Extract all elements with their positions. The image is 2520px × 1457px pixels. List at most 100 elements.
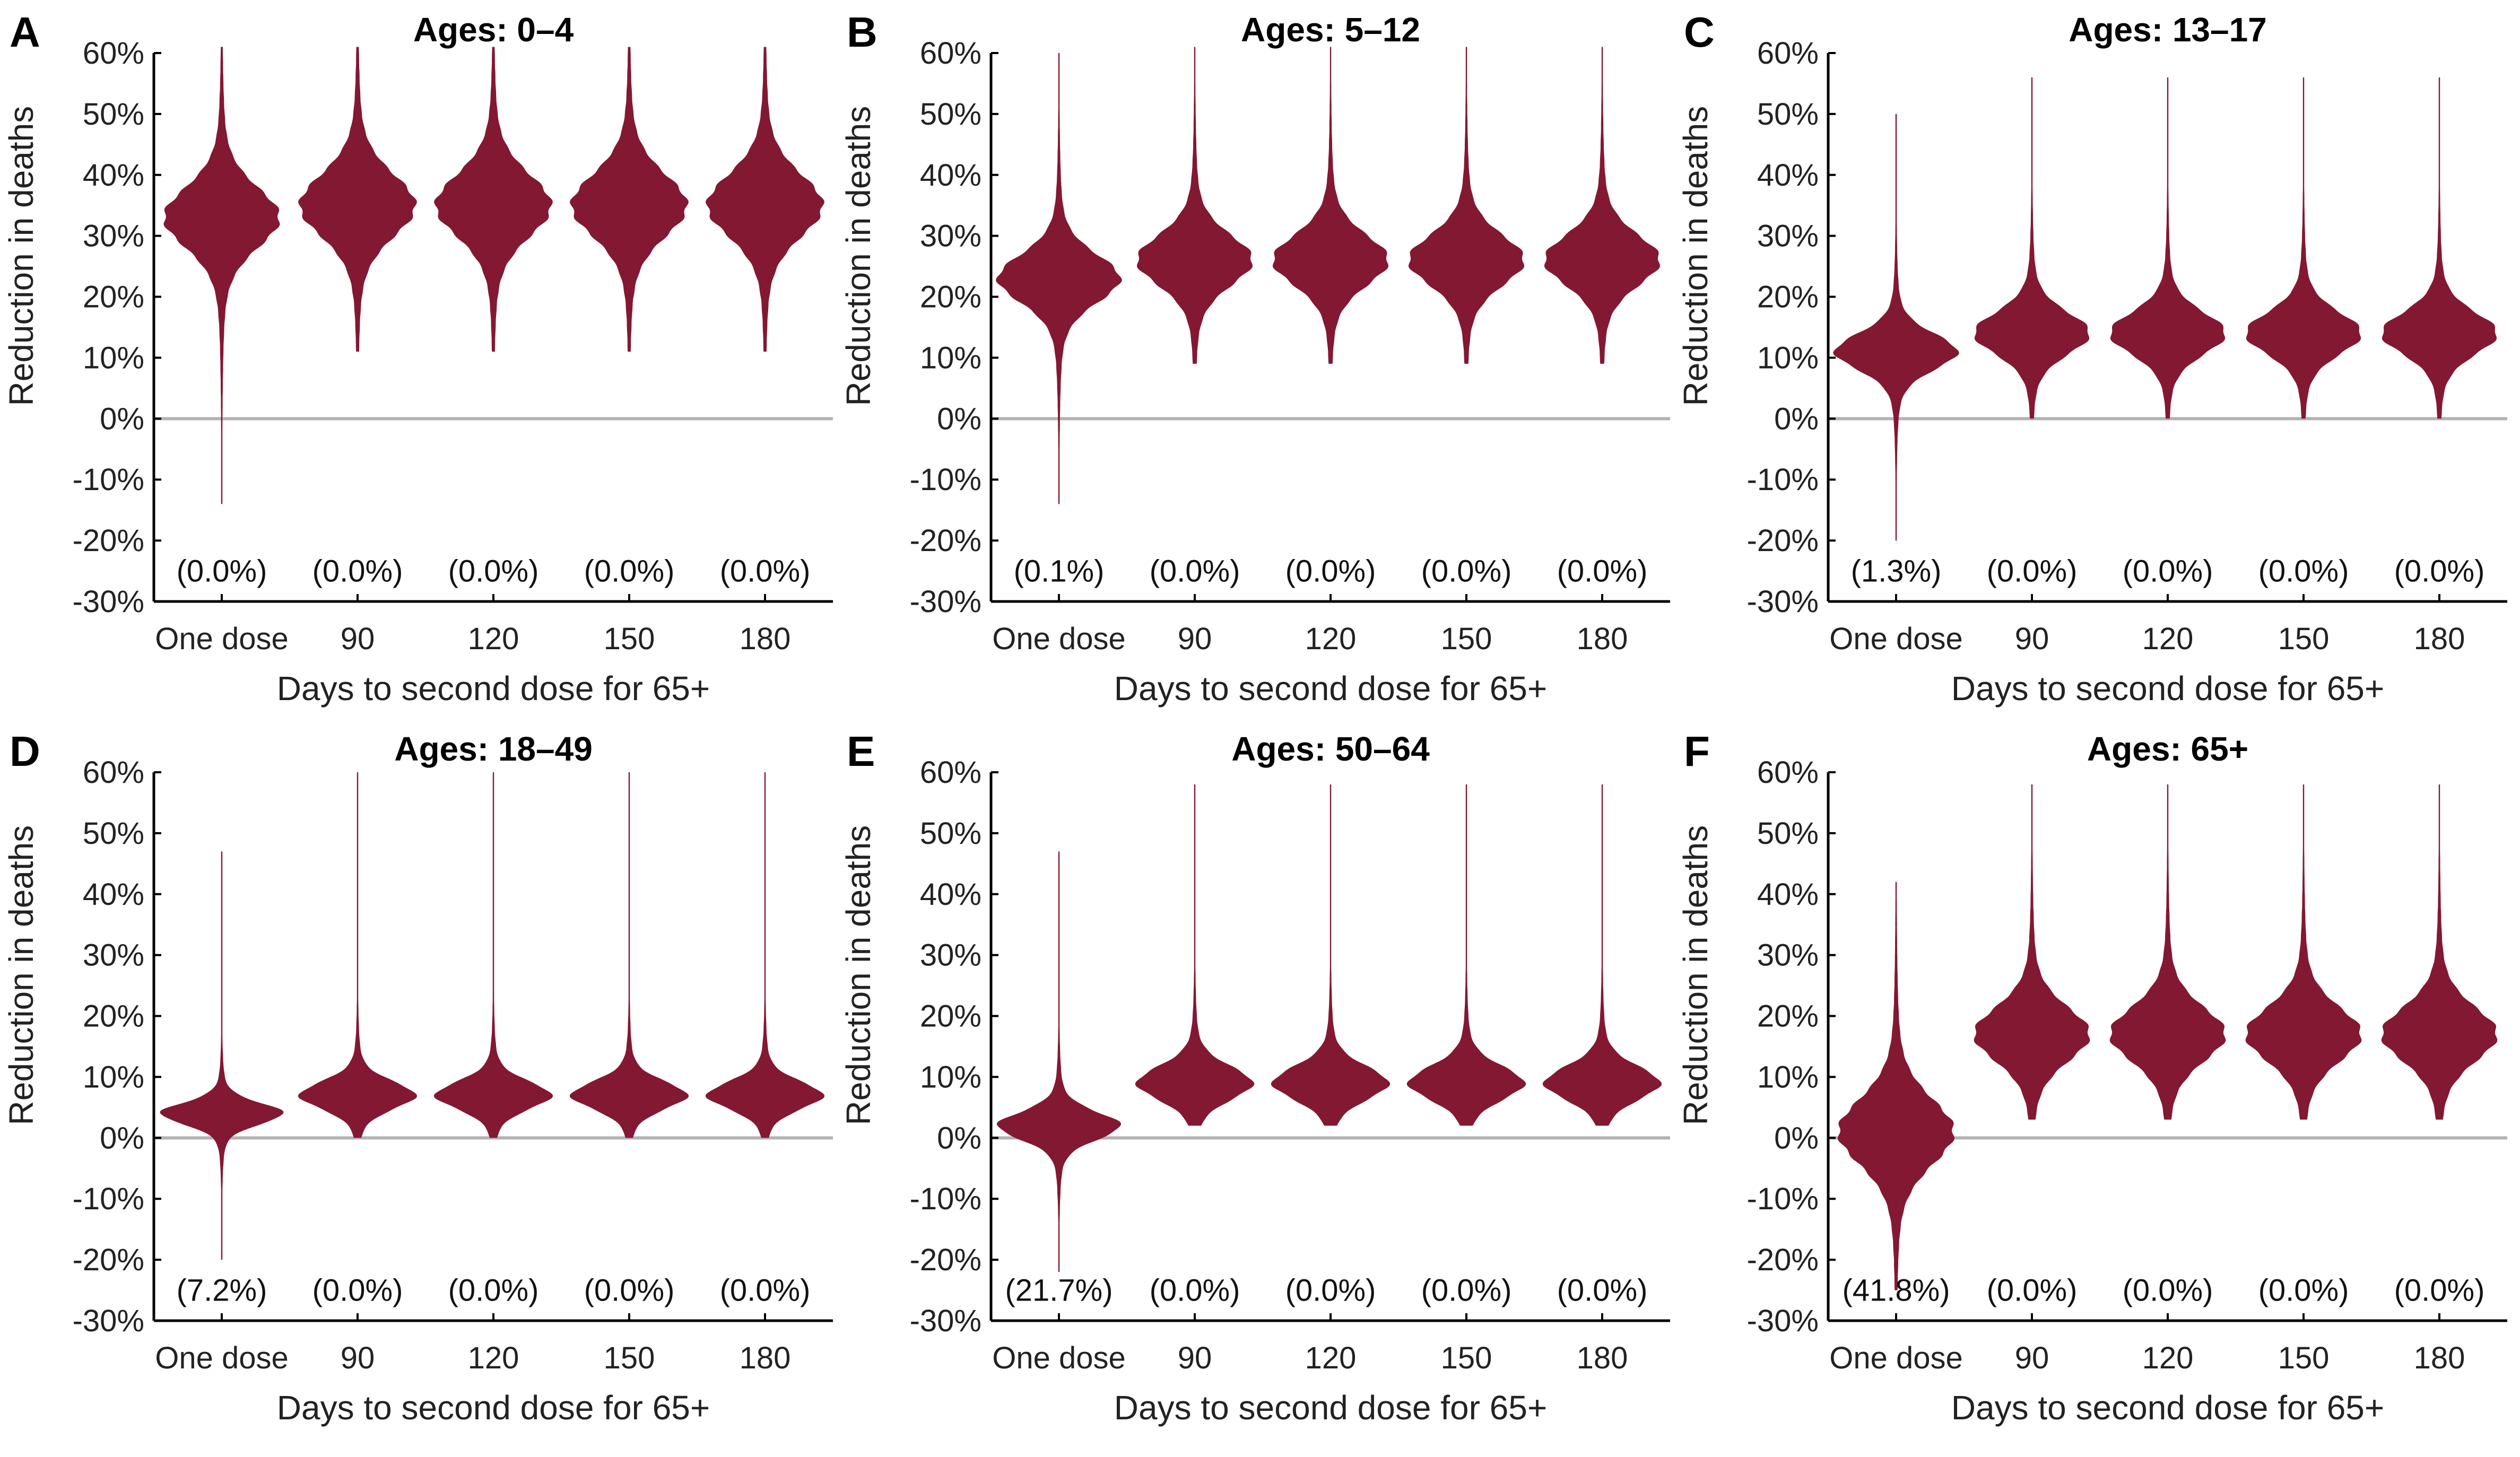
violin <box>163 47 280 504</box>
y-tick-label: 10% <box>83 1060 144 1094</box>
negative-share-label: (0.0%) <box>312 554 403 589</box>
y-tick-label: 40% <box>920 158 981 193</box>
violin <box>997 851 1121 1272</box>
x-tick-label: One dose <box>992 1341 1126 1375</box>
y-tick-label: 30% <box>1757 219 1819 254</box>
x-tick-label: 90 <box>1178 622 1212 656</box>
negative-share-label: (0.0%) <box>312 1273 403 1308</box>
x-tick-label: 180 <box>740 622 791 656</box>
violin <box>1135 784 1255 1126</box>
panel-title: Ages: 13–17 <box>2069 11 2267 49</box>
y-tick-label: 50% <box>83 816 144 851</box>
x-axis-label: Days to second dose for 65+ <box>1114 1389 1548 1427</box>
panel-b: B Ages: 5–12 (0.1%) (0.0%) (0.0%) (0.0%) (0.0%… <box>839 8 1670 708</box>
y-tick-label: 10% <box>920 1060 981 1094</box>
y-tick-label: -10% <box>910 463 981 497</box>
panel-a: A Ages: 0–4 (0.0%) (0.0%) (0.0%) (0.0%) (0.0%)… <box>2 8 833 708</box>
x-tick-label: 150 <box>2278 622 2330 656</box>
violin <box>706 47 824 352</box>
negative-share-label: (0.0%) <box>1285 554 1376 589</box>
y-tick-label: -20% <box>1747 524 1819 558</box>
negative-share-label: (0.0%) <box>1421 554 1512 589</box>
panel-title: Ages: 50–64 <box>1231 730 1430 768</box>
panel-e: E Ages: 50–64 (21.7%) (0.0%) (0.0%) (0.0%) (0.… <box>839 728 1670 1427</box>
negative-share-label: (0.0%) <box>2258 554 2349 589</box>
y-tick-label: 20% <box>920 999 981 1034</box>
violin <box>2110 77 2226 419</box>
negative-share-label: (0.0%) <box>2394 554 2485 589</box>
violin <box>298 772 417 1138</box>
negative-share-label: (0.0%) <box>1557 1273 1648 1308</box>
y-tick-label: 40% <box>1757 158 1819 193</box>
panel-letter: A <box>10 8 40 56</box>
x-tick-label: 180 <box>2414 1341 2465 1375</box>
x-axis-label: Days to second dose for 65+ <box>277 669 710 708</box>
x-tick-label: 90 <box>2015 622 2049 656</box>
y-tick-label: 50% <box>920 816 981 851</box>
x-tick-label: 120 <box>2142 622 2194 656</box>
x-tick-label: 120 <box>2142 1341 2194 1375</box>
violin <box>1542 784 1662 1126</box>
violin <box>298 47 417 352</box>
x-tick-label: One dose <box>155 1341 289 1375</box>
panel-letter: C <box>1684 8 1715 56</box>
y-tick-label: 30% <box>920 219 981 254</box>
panel-title: Ages: 0–4 <box>413 11 574 49</box>
y-tick-label: 0% <box>937 402 981 436</box>
y-tick-label: 40% <box>83 158 144 193</box>
y-tick-label: 0% <box>100 1121 144 1155</box>
negative-share-label: (0.0%) <box>1285 1273 1376 1308</box>
negative-share-label: (0.0%) <box>584 1273 675 1308</box>
y-tick-label: -30% <box>910 584 981 619</box>
violin <box>434 47 553 352</box>
x-axis-label: Days to second dose for 65+ <box>277 1389 710 1427</box>
negative-share-label: (0.0%) <box>1150 554 1240 589</box>
negative-share-label: (0.0%) <box>2258 1273 2349 1308</box>
y-tick-label: 40% <box>83 877 144 912</box>
negative-share-label: (0.0%) <box>1987 1273 2078 1308</box>
x-tick-label: 90 <box>341 1341 375 1375</box>
violin <box>2245 784 2362 1120</box>
x-tick-label: 120 <box>468 622 519 656</box>
panel-letter: F <box>1684 728 1710 775</box>
y-tick-label: 30% <box>83 219 144 254</box>
panel-f: F Ages: 65+ (41.8%) (0.0%) (0.0%) (0.0%) (0.0%… <box>1676 728 2507 1427</box>
y-tick-label: 0% <box>937 1121 981 1155</box>
x-tick-label: One dose <box>1829 622 1963 656</box>
violin <box>570 772 689 1138</box>
x-axis-label: Days to second dose for 65+ <box>1951 669 2385 708</box>
y-tick-label: 0% <box>1774 402 1819 436</box>
violin <box>1837 882 1955 1290</box>
negative-share-label: (0.0%) <box>720 1273 811 1308</box>
negative-share-label: (0.0%) <box>720 554 811 589</box>
y-tick-label: -10% <box>73 1182 144 1216</box>
violin <box>1406 784 1526 1126</box>
negative-share-label: (7.2%) <box>177 1273 267 1308</box>
x-tick-label: One dose <box>992 622 1126 656</box>
y-tick-label: 20% <box>83 999 144 1034</box>
y-tick-label: -10% <box>910 1182 981 1216</box>
y-tick-label: 30% <box>83 938 144 973</box>
y-axis-label: Reduction in deaths <box>2 825 40 1126</box>
negative-share-label: (0.0%) <box>2123 554 2213 589</box>
violin <box>1974 784 2090 1120</box>
negative-share-label: (0.0%) <box>1557 554 1648 589</box>
y-tick-label: -30% <box>910 1304 981 1338</box>
y-tick-label: 40% <box>1757 877 1819 912</box>
y-tick-label: -20% <box>73 524 144 558</box>
violin <box>1974 77 2090 419</box>
violin <box>570 47 689 352</box>
y-tick-label: 10% <box>1757 1060 1819 1094</box>
panel-c: C Ages: 13–17 (1.3%) (0.0%) (0.0%) (0.0%) (0.0… <box>1676 8 2507 708</box>
y-tick-label: 10% <box>1757 341 1819 375</box>
negative-share-label: (41.8%) <box>1842 1273 1950 1308</box>
x-tick-label: 120 <box>1305 622 1357 656</box>
x-tick-label: 150 <box>604 622 655 656</box>
y-axis-label: Reduction in deaths <box>1676 825 1715 1126</box>
negative-share-label: (0.0%) <box>1150 1273 1240 1308</box>
negative-share-label: (0.0%) <box>448 554 539 589</box>
panel-d: D Ages: 18–49 (7.2%) (0.0%) (0.0%) (0.0%) (0.0… <box>2 728 833 1427</box>
y-tick-label: 30% <box>1757 938 1819 973</box>
x-axis-label: Days to second dose for 65+ <box>1114 669 1548 708</box>
negative-share-label: (21.7%) <box>1005 1273 1113 1308</box>
